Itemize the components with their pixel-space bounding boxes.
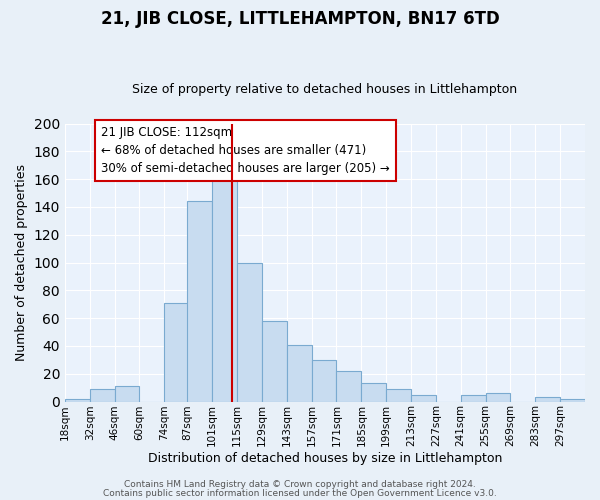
Text: Contains public sector information licensed under the Open Government Licence v3: Contains public sector information licen…: [103, 488, 497, 498]
Bar: [287, 344, 311, 402]
Bar: [164, 303, 189, 402]
Bar: [65, 399, 90, 402]
Bar: [187, 202, 212, 402]
Bar: [485, 393, 511, 402]
Bar: [90, 389, 115, 402]
Bar: [115, 386, 139, 402]
Bar: [311, 360, 337, 402]
Y-axis label: Number of detached properties: Number of detached properties: [15, 164, 28, 361]
Title: Size of property relative to detached houses in Littlehampton: Size of property relative to detached ho…: [133, 83, 518, 96]
Bar: [411, 394, 436, 402]
Bar: [535, 398, 560, 402]
Bar: [212, 166, 237, 402]
Bar: [337, 371, 361, 402]
Bar: [361, 384, 386, 402]
Text: 21 JIB CLOSE: 112sqm
← 68% of detached houses are smaller (471)
30% of semi-deta: 21 JIB CLOSE: 112sqm ← 68% of detached h…: [101, 126, 390, 176]
X-axis label: Distribution of detached houses by size in Littlehampton: Distribution of detached houses by size …: [148, 452, 502, 465]
Bar: [461, 394, 485, 402]
Text: 21, JIB CLOSE, LITTLEHAMPTON, BN17 6TD: 21, JIB CLOSE, LITTLEHAMPTON, BN17 6TD: [101, 10, 499, 28]
Bar: [237, 262, 262, 402]
Bar: [386, 389, 411, 402]
Text: Contains HM Land Registry data © Crown copyright and database right 2024.: Contains HM Land Registry data © Crown c…: [124, 480, 476, 489]
Bar: [262, 321, 287, 402]
Bar: [560, 399, 585, 402]
